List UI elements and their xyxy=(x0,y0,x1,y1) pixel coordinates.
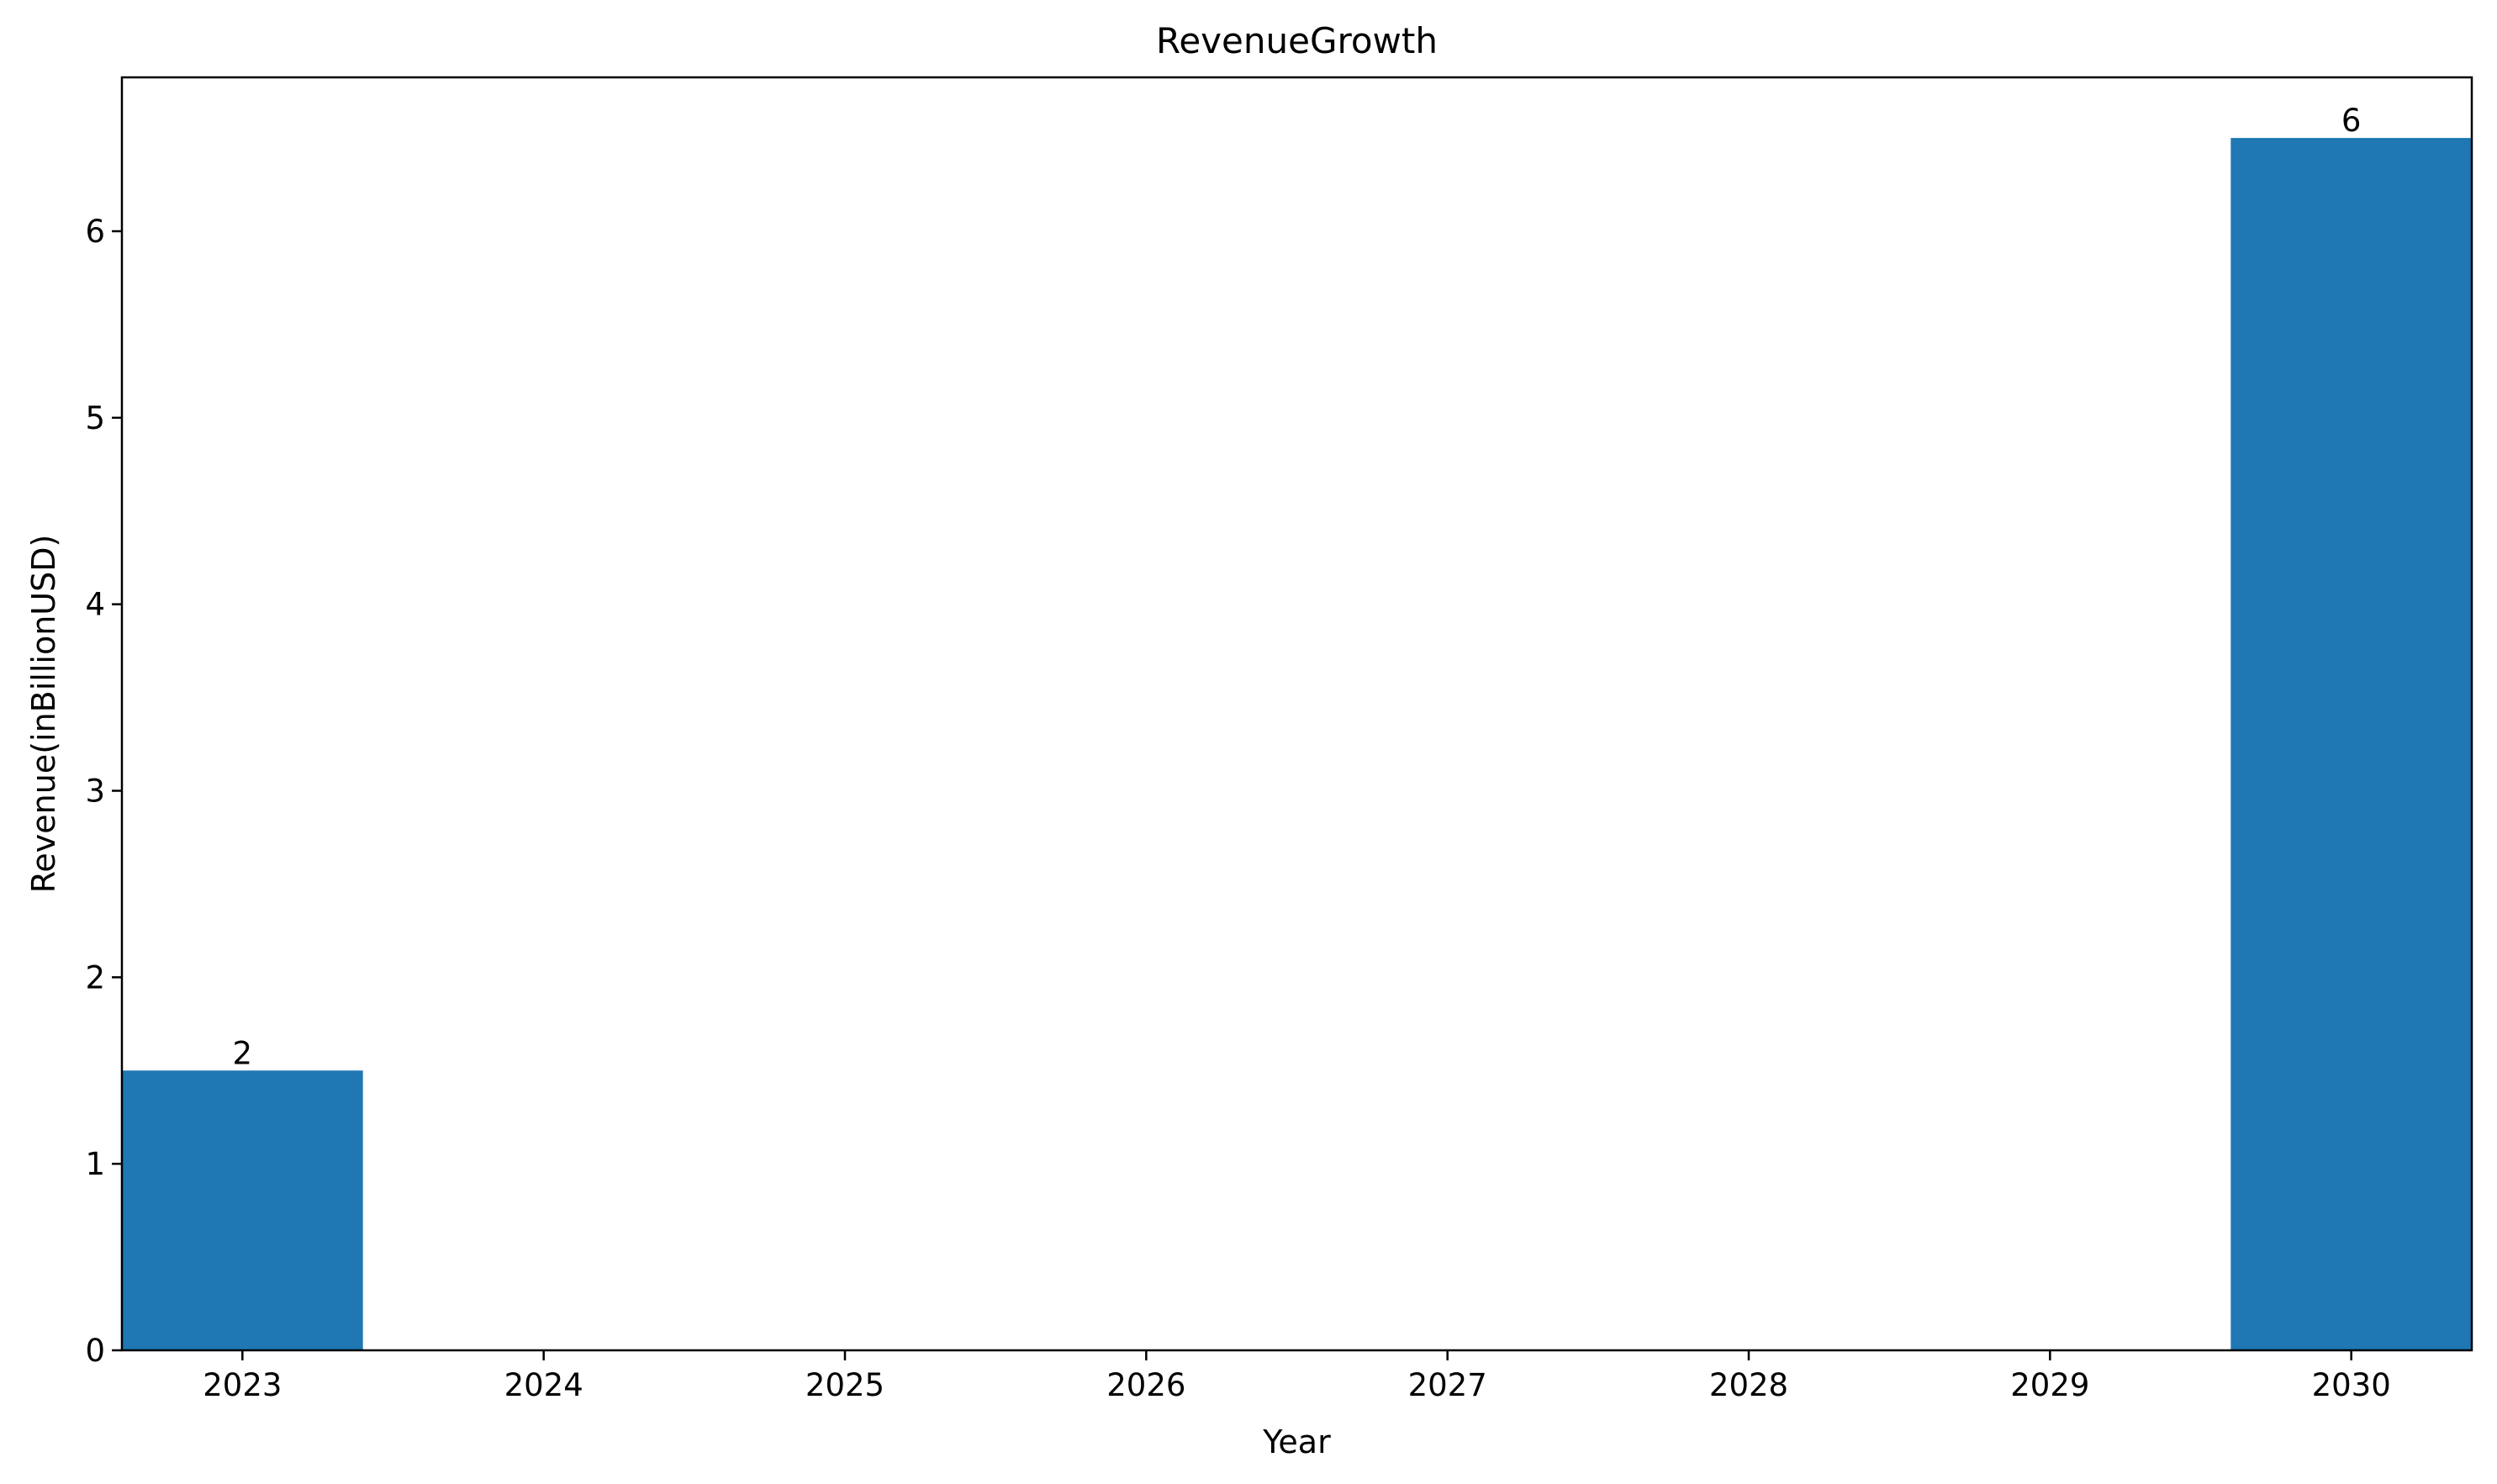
x-tick-label-2028: 2028 xyxy=(1709,1367,1788,1403)
y-tick-label-2: 2 xyxy=(85,959,105,995)
bar-labels-group: 26 xyxy=(233,103,2362,1071)
plot-frame xyxy=(120,76,2473,1352)
x-tick-label-2029: 2029 xyxy=(2010,1367,2089,1403)
x-tick-label-2024: 2024 xyxy=(504,1367,583,1403)
x-tick-label-2026: 2026 xyxy=(1106,1367,1185,1403)
y-axis-ticks: 0 1 2 3 4 5 6 xyxy=(85,214,122,1369)
x-tick-label-2030: 2030 xyxy=(2312,1367,2391,1403)
x-tick-label-2025: 2025 xyxy=(805,1367,884,1403)
y-tick-label-5: 5 xyxy=(85,400,105,436)
y-tick-label-4: 4 xyxy=(85,587,105,623)
x-tick-label-2023: 2023 xyxy=(203,1367,282,1403)
bar-value-label-2030: 6 xyxy=(2341,103,2362,139)
bars-group xyxy=(122,138,2472,1351)
y-tick-label-1: 1 xyxy=(85,1146,105,1182)
y-axis-label: Revenue(inBillionUSD) xyxy=(25,535,62,894)
bar-2023 xyxy=(122,1070,363,1350)
y-tick-label-0: 0 xyxy=(85,1333,105,1369)
y-tick-label-3: 3 xyxy=(85,774,105,810)
y-tick-label-6: 6 xyxy=(85,214,105,250)
x-tick-label-2027: 2027 xyxy=(1408,1367,1487,1403)
bar-value-label-2023: 2 xyxy=(233,1035,253,1071)
x-axis-label: Year xyxy=(1262,1423,1331,1460)
bar-2030 xyxy=(2230,138,2472,1351)
chart-title: RevenueGrowth xyxy=(1156,20,1438,61)
x-axis-ticks: 2023 2024 2025 2026 2027 2028 2029 2030 xyxy=(203,1350,2391,1403)
